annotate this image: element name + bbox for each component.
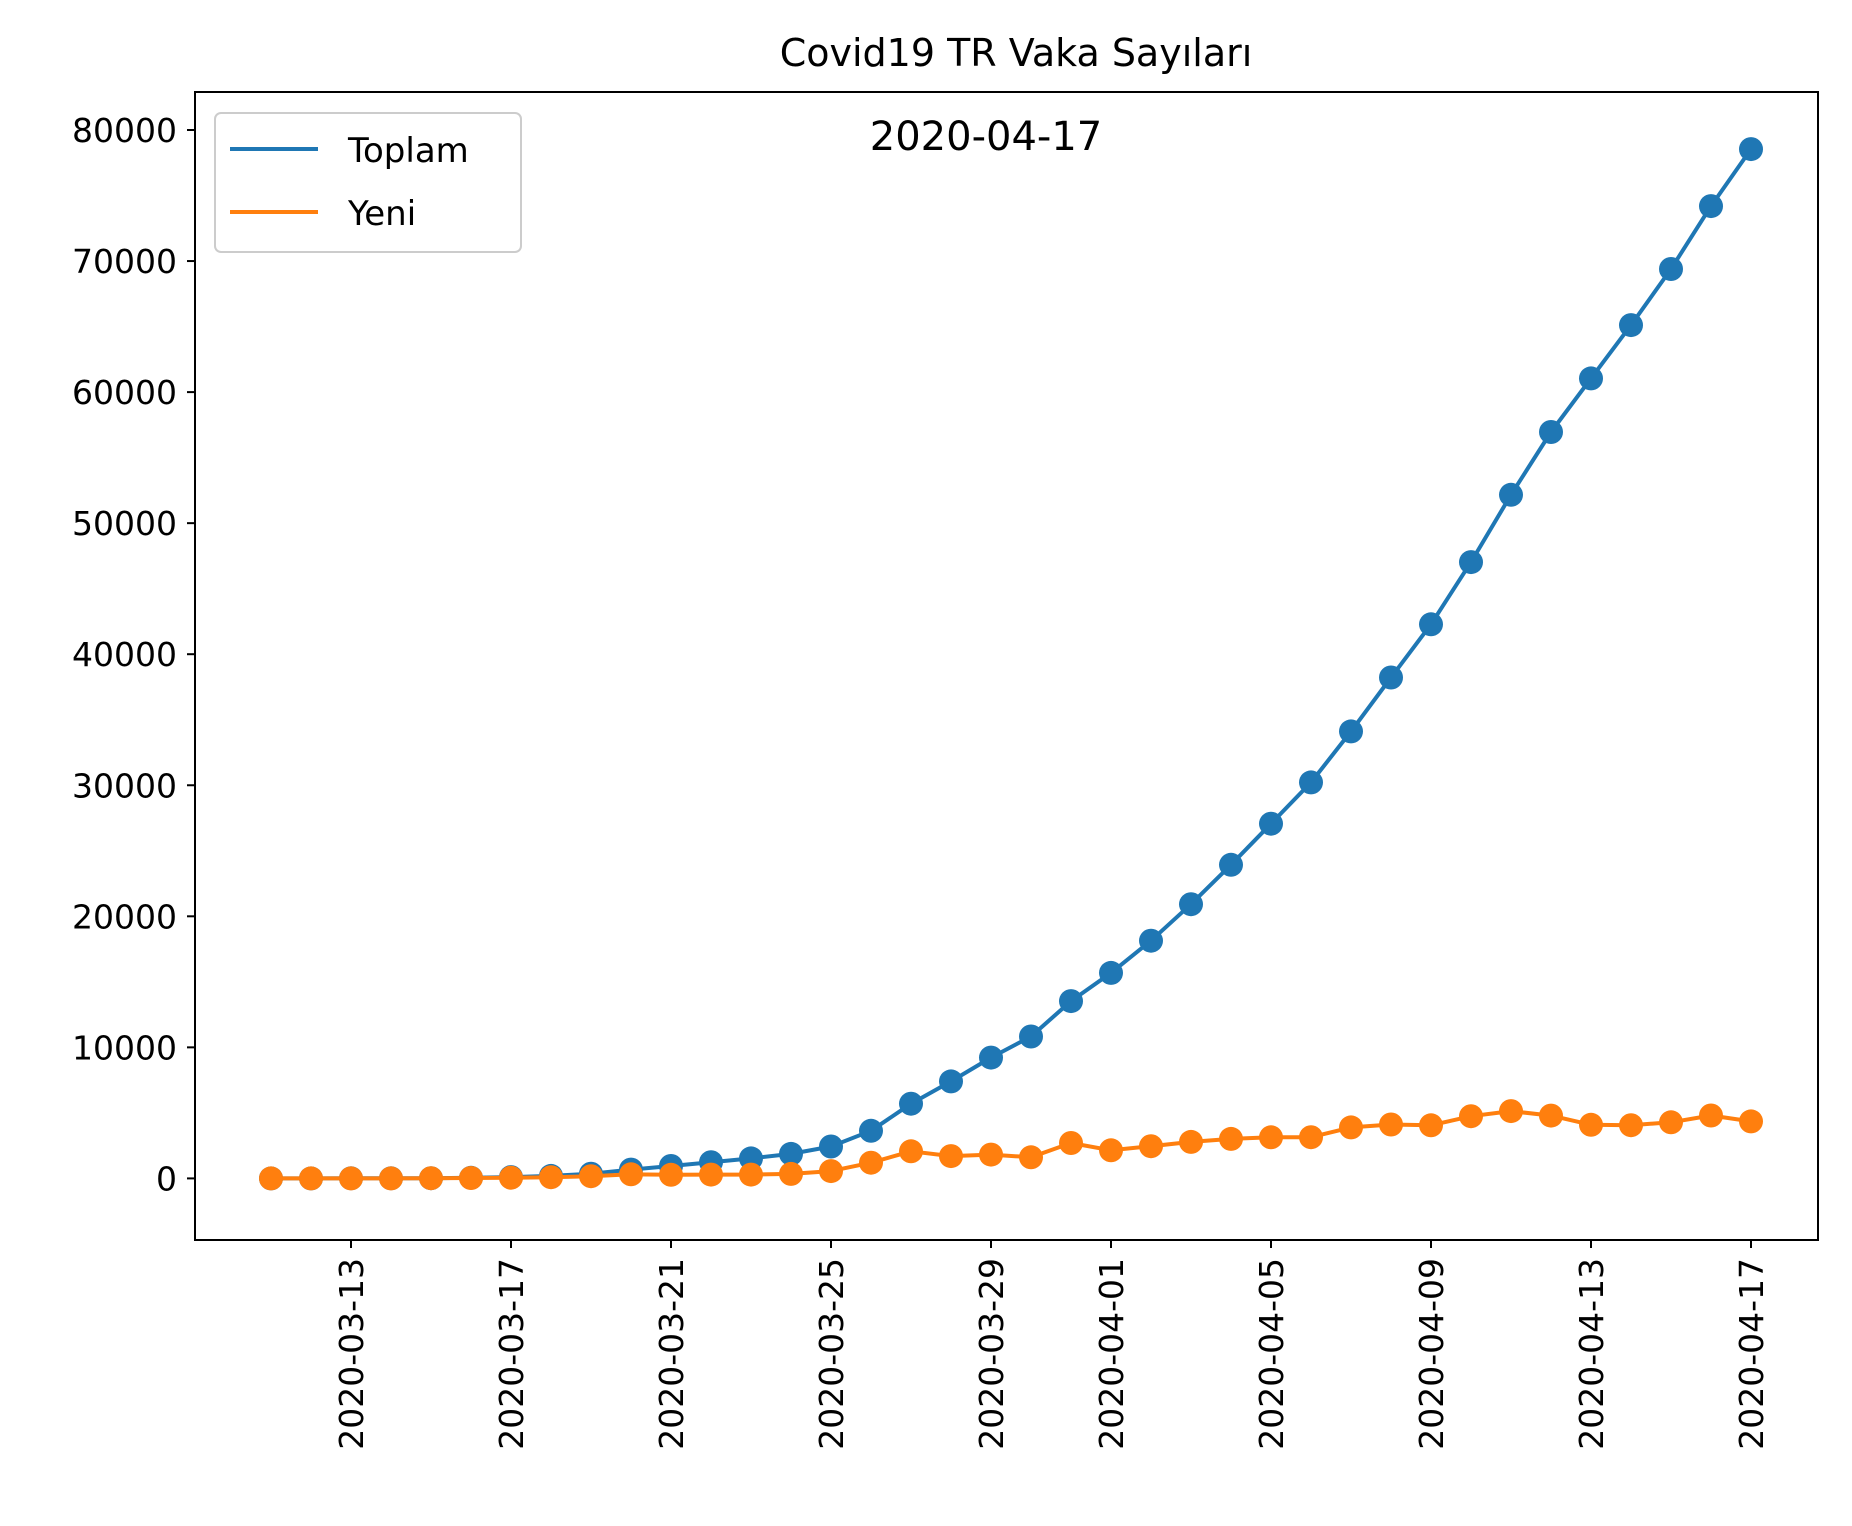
data-point-toplam [1379,665,1403,690]
legend-label-yeni: Yeni [347,194,416,234]
data-point-toplam [859,1118,883,1143]
y-tick-label: 60000 [72,373,177,412]
x-tick-label: 2020-03-17 [492,1258,531,1450]
plot-area [195,92,1818,1240]
data-point-yeni [1619,1113,1643,1138]
data-point-toplam [1259,811,1283,836]
data-point-yeni [339,1166,363,1191]
data-point-yeni [1339,1115,1363,1140]
data-point-yeni [1259,1125,1283,1150]
chart-title: Covid19 TR Vaka Sayıları [780,31,1253,75]
data-point-yeni [539,1165,563,1190]
data-point-yeni [419,1166,443,1191]
data-point-yeni [619,1162,643,1187]
y-tick-label: 70000 [72,242,177,281]
data-point-toplam [1099,960,1123,985]
data-point-yeni [1179,1129,1203,1154]
x-axis: 2020-03-13 2020-03-17 2020-03-21 2020-03-25… [332,1240,1771,1450]
data-point-toplam [1059,989,1083,1014]
series-yeni [259,1099,1763,1191]
data-point-yeni [939,1144,963,1169]
data-point-yeni [1419,1113,1443,1138]
y-axis: 0 10000 20000 30000 40000 50000 60000 70000 8000… [72,111,195,1198]
x-tick-label: 2020-04-13 [1572,1258,1611,1450]
data-point-yeni [259,1166,283,1191]
data-point-yeni [1499,1099,1523,1124]
data-point-yeni [499,1165,523,1190]
data-point-toplam [1419,612,1443,637]
legend-label-toplam: Toplam [347,131,469,171]
legend: Toplam Yeni [214,112,522,253]
x-tick-label: 2020-04-05 [1252,1258,1291,1450]
data-point-yeni [819,1159,843,1184]
y-tick-label: 30000 [72,766,177,805]
data-point-yeni [979,1142,1003,1167]
data-point-toplam [1659,257,1683,281]
data-point-yeni [1739,1109,1763,1134]
data-point-toplam [819,1134,843,1159]
data-point-toplam [1739,137,1763,162]
data-point-yeni [1459,1104,1483,1129]
series-layer [259,137,1763,1191]
data-point-toplam [1619,313,1643,338]
data-point-yeni [299,1166,323,1191]
data-point-yeni [1539,1103,1563,1128]
data-point-yeni [1139,1134,1163,1159]
y-tick-label: 0 [156,1159,177,1198]
data-point-toplam [1219,852,1243,877]
y-tick-label: 10000 [72,1028,177,1067]
data-point-yeni [1379,1112,1403,1137]
y-tick-label: 50000 [72,504,177,543]
x-tick-label: 2020-04-01 [1092,1258,1131,1450]
data-point-yeni [1299,1125,1323,1150]
data-point-toplam [1499,482,1523,507]
x-tick-label: 2020-04-09 [1412,1258,1451,1450]
y-tick-label: 40000 [72,635,177,674]
data-point-yeni [1579,1112,1603,1137]
data-point-yeni [659,1162,683,1187]
data-point-toplam [1699,194,1723,219]
data-point-yeni [379,1166,403,1191]
data-point-toplam [1299,770,1323,795]
x-tick-label: 2020-03-25 [812,1258,851,1450]
data-point-toplam [1539,420,1563,444]
data-point-yeni [579,1164,603,1189]
data-point-yeni [699,1162,723,1187]
data-point-toplam [1019,1024,1043,1049]
x-tick-label: 2020-04-17 [1732,1258,1771,1450]
data-point-toplam [1459,550,1483,575]
data-point-toplam [1139,928,1163,953]
data-point-yeni [1059,1131,1083,1155]
date-annotation: 2020-04-17 [870,114,1102,160]
data-point-toplam [1579,366,1603,391]
plot-frame [194,91,1819,1241]
data-point-yeni [1099,1138,1123,1163]
x-tick-label: 2020-03-21 [652,1258,691,1450]
data-point-yeni [459,1166,483,1190]
data-point-toplam [779,1141,803,1166]
data-point-yeni [779,1161,803,1186]
x-tick-label: 2020-03-13 [332,1258,371,1450]
data-point-yeni [739,1162,763,1187]
data-point-yeni [899,1139,923,1164]
y-tick-label: 80000 [72,111,177,150]
data-point-yeni [1219,1126,1243,1151]
data-point-yeni [1659,1110,1683,1135]
data-point-toplam [899,1091,923,1116]
x-tick-label: 2020-03-29 [972,1258,1011,1450]
data-point-toplam [1339,719,1363,744]
data-point-yeni [1699,1103,1723,1128]
data-point-toplam [979,1045,1003,1070]
y-tick-label: 20000 [72,897,177,936]
data-point-yeni [859,1150,883,1175]
data-point-toplam [1179,892,1203,917]
data-point-yeni [1019,1145,1043,1170]
data-point-toplam [939,1069,963,1094]
